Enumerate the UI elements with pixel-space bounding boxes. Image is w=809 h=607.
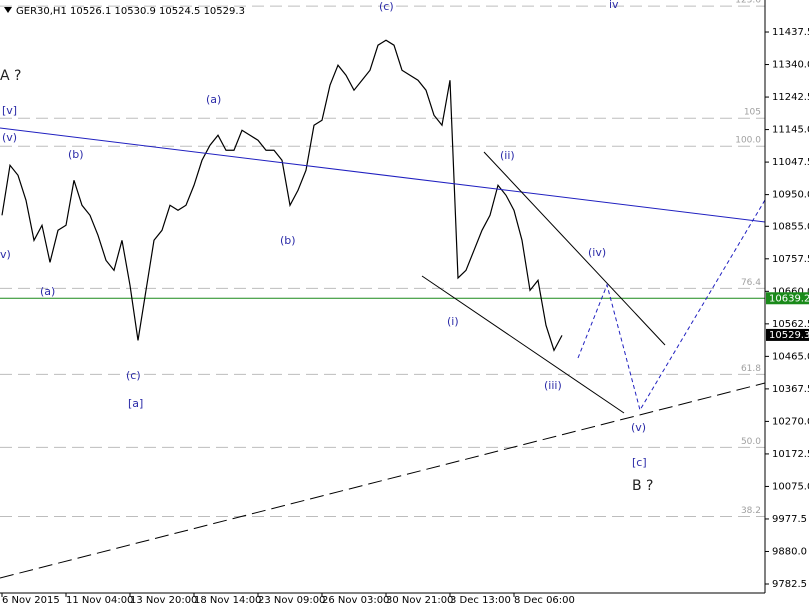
menu-icon[interactable] bbox=[4, 7, 12, 13]
level-label: 38.2 bbox=[741, 506, 761, 516]
price-box bbox=[766, 328, 809, 341]
price-box bbox=[766, 292, 809, 305]
level-label: 61.8 bbox=[741, 364, 761, 374]
x-tick-label: 11 Nov 04:00 bbox=[66, 595, 133, 606]
y-tick-label: 10172.5 bbox=[772, 449, 809, 460]
plot bbox=[0, 5, 765, 517]
header: GER30,H1 10526.1 10530.9 10524.5 10529.3 bbox=[16, 6, 245, 17]
y-tick-label: 11242.5 bbox=[772, 92, 809, 103]
wave-label: iv bbox=[609, 0, 619, 11]
y-tick-label: 11047.5 bbox=[772, 157, 809, 168]
price-box-label: 10639.2 bbox=[769, 293, 809, 304]
y-tick-label: 10950.0 bbox=[772, 190, 809, 201]
x-tick-label: 8 Dec 06:00 bbox=[514, 595, 575, 606]
y-tick-label: 9880.0 bbox=[772, 546, 807, 557]
wave-label: (c) bbox=[379, 0, 394, 13]
wave-label: [v] bbox=[2, 104, 17, 117]
wave-label: (a) bbox=[206, 93, 221, 106]
trend-line bbox=[0, 127, 766, 223]
y-tick-label: 10757.5 bbox=[772, 254, 809, 265]
x-tick-label: 30 Nov 21:00 bbox=[386, 595, 453, 606]
x-tick-label: 13 Nov 20:00 bbox=[130, 595, 197, 606]
y-tick-label: 11340.0 bbox=[772, 60, 809, 71]
wave-label: (i) bbox=[447, 315, 459, 328]
wave-label: (v) bbox=[2, 131, 17, 144]
x-tick-label: 23 Nov 09:00 bbox=[258, 595, 325, 606]
wave-label: [c] bbox=[632, 456, 647, 469]
level-label: 105 bbox=[744, 108, 761, 118]
x-tick-label: 3 Dec 13:00 bbox=[450, 595, 511, 606]
wave-label: (v) bbox=[631, 421, 646, 434]
price-box-label: 10529.3 bbox=[769, 330, 809, 341]
y-tick-label: 9782.5 bbox=[772, 579, 807, 590]
x-tick-label: 18 Nov 14:00 bbox=[194, 595, 261, 606]
level-label: 50.0 bbox=[741, 437, 761, 447]
channel-line bbox=[421, 275, 625, 414]
y-tick-label: 10075.0 bbox=[772, 481, 809, 492]
y-tick-label: 10855.0 bbox=[772, 221, 809, 232]
y-tick-label: 9977.5 bbox=[772, 514, 807, 525]
price-series bbox=[1, 39, 563, 352]
wave-label: (b) bbox=[280, 234, 296, 247]
wave-label: v) bbox=[0, 248, 11, 261]
support-line bbox=[0, 382, 766, 579]
y-tick-label: 11437.5 bbox=[772, 27, 809, 38]
wave-label: B ? bbox=[632, 478, 654, 494]
wave-label: (c) bbox=[126, 369, 141, 382]
wave-label: (b) bbox=[68, 148, 84, 161]
y-tick-label: 10660.0 bbox=[772, 286, 809, 297]
wave-label: (ii) bbox=[500, 149, 515, 162]
y-tick-label: 10562.5 bbox=[772, 319, 809, 330]
y-tick-label: 11145.0 bbox=[772, 125, 809, 136]
projection bbox=[577, 199, 766, 412]
level-label: 100.0 bbox=[735, 136, 761, 146]
x-tick-label: 26 Nov 03:00 bbox=[322, 595, 389, 606]
wave-label: (iii) bbox=[544, 379, 562, 392]
wave-label: (a) bbox=[40, 285, 55, 298]
wave-label: (iv) bbox=[588, 246, 606, 259]
level-label: 76.4 bbox=[741, 278, 761, 288]
level-label: 123.6 bbox=[735, 0, 761, 6]
channel-line bbox=[483, 151, 666, 346]
wave-label: [a] bbox=[128, 397, 143, 410]
y-tick-label: 10465.0 bbox=[772, 351, 809, 362]
y-tick-label: 10367.5 bbox=[772, 384, 809, 395]
wave-label: '' bbox=[590, 0, 596, 8]
wave-label: A ? bbox=[0, 68, 21, 84]
y-tick-label: 10270.0 bbox=[772, 416, 809, 427]
x-tick-label: 6 Nov 2015 bbox=[2, 595, 60, 606]
